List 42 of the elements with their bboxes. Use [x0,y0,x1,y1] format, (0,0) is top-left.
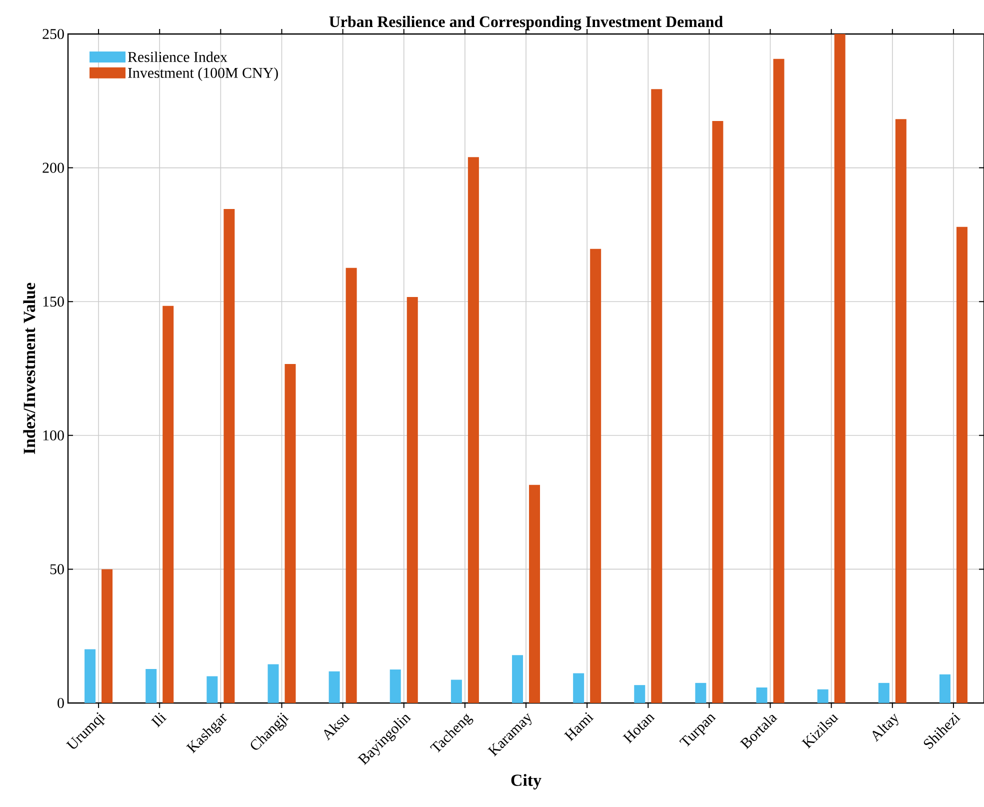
bar [651,89,662,703]
bar [773,58,784,703]
bar [284,364,296,703]
bar [390,670,401,703]
x-tick-label: Ili [151,712,167,728]
bar [84,649,96,703]
x-axis-title: City [511,774,542,790]
bar [162,306,174,703]
bar [695,682,706,703]
bar [817,689,828,703]
bar [834,34,846,703]
y-tick-label: 150 [43,296,64,307]
bar [328,671,340,703]
legend-label: Resilience Index [128,52,228,62]
bar [224,209,235,703]
bar [590,248,602,703]
bar [634,685,646,703]
legend-label: Investment (100M CNY) [128,67,278,81]
bar [450,680,462,703]
bar [756,687,768,703]
bar [895,119,906,703]
y-tick-label: 250 [42,28,64,40]
bar [878,682,890,703]
bar [573,673,584,703]
bar [146,669,157,703]
bar [406,297,418,703]
bar [102,569,113,703]
y-axis-title: Index/Investment Value [23,282,36,454]
y-tick-label: 50 [50,564,64,574]
chart-title: Urban Resilience and Corresponding Investment Demand [329,16,723,30]
bar [529,484,540,703]
bar [712,120,724,703]
bar [468,157,479,703]
y-tick-label: 0 [58,698,64,708]
bar [939,674,950,703]
y-tick-label: 200 [42,162,64,173]
bar [512,655,524,703]
bar [206,676,218,703]
bar [346,268,357,703]
y-tick-label: 100 [43,430,64,440]
bar [268,664,279,703]
bar [956,226,968,703]
